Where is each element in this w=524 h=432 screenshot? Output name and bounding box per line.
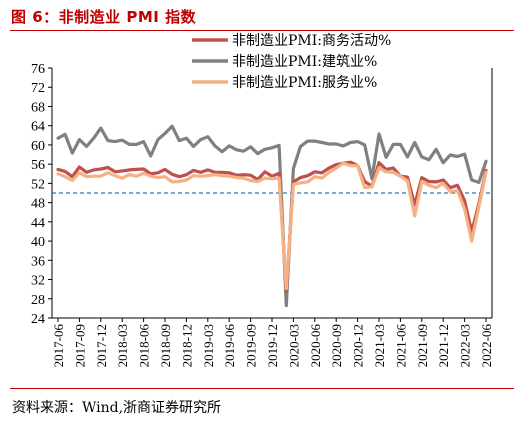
x-tick-label: 2020-12 — [351, 324, 366, 367]
legend-label-1: 非制造业PMI:建筑业% — [232, 54, 377, 70]
x-tick-label: 2018-12 — [179, 324, 194, 367]
figure-title: 图 6：非制造业 PMI 指数 — [11, 8, 197, 26]
x-tick-label: 2019-03 — [201, 324, 216, 367]
y-tick-label: 24 — [31, 312, 45, 327]
x-tick-label: 2019-12 — [265, 324, 280, 367]
x-tick-label: 2022-06 — [479, 324, 494, 368]
y-tick-label: 36 — [31, 254, 45, 269]
x-tick-label: 2019-06 — [222, 324, 237, 368]
y-tick-label: 44 — [31, 216, 45, 231]
x-tick-label: 2021-03 — [372, 324, 387, 367]
x-tick-label: 2017-06 — [51, 324, 66, 368]
series-line-1 — [56, 124, 488, 308]
x-tick-label: 2020-03 — [286, 324, 301, 367]
y-tick-label: 56 — [31, 158, 45, 173]
legend-label-2: 非制造业PMI:服务业% — [232, 75, 377, 91]
y-tick-label: 28 — [31, 293, 45, 308]
title-rule — [10, 30, 514, 31]
series-lines — [56, 124, 488, 308]
x-tick-label: 2022-03 — [458, 324, 473, 367]
x-tick-label: 2018-03 — [115, 324, 130, 367]
x-tick-label: 2021-06 — [393, 324, 408, 368]
x-tick-label: 2021-12 — [436, 324, 451, 367]
y-tick-label: 60 — [31, 139, 45, 154]
x-tick-label: 2017-12 — [94, 324, 109, 367]
y-tick-label: 64 — [31, 120, 45, 135]
y-tick-label: 48 — [31, 197, 45, 212]
bottom-rule — [10, 388, 514, 389]
legend-label-0: 非制造业PMI:商务活动% — [232, 33, 391, 49]
y-tick-label: 68 — [31, 100, 45, 115]
y-tick-label: 40 — [31, 235, 45, 250]
x-tick-label: 2020-09 — [329, 324, 344, 367]
y-tick-label: 72 — [31, 81, 45, 96]
x-tick-label: 2018-09 — [158, 324, 173, 367]
chart-axes: 24 28 32 36 40 44 48 52 56 60 64 68 72 76 2017-06 2017-… — [31, 62, 494, 367]
chart-legend: 非制造业PMI:商务活动% 非制造业PMI:建筑业% 非制造业PMI:服务业% — [192, 33, 391, 91]
source-note: 资料来源：Wind,浙商证券研究所 — [12, 400, 222, 416]
y-tick-label: 76 — [31, 62, 45, 77]
series-line-0 — [56, 160, 488, 293]
y-tick-label: 32 — [31, 274, 45, 289]
x-tick-label: 2020-06 — [308, 324, 323, 368]
x-tick-label: 2021-09 — [415, 324, 430, 367]
series-line-2 — [56, 161, 488, 291]
x-tick-label: 2017-09 — [72, 324, 87, 367]
x-tick-label: 2018-06 — [137, 324, 152, 368]
x-tick-label: 2019-09 — [244, 324, 259, 367]
pmi-line-chart: 24 28 32 36 40 44 48 52 56 60 64 68 72 76 2017-06 2017-… — [31, 33, 494, 367]
y-tick-label: 52 — [31, 177, 45, 192]
